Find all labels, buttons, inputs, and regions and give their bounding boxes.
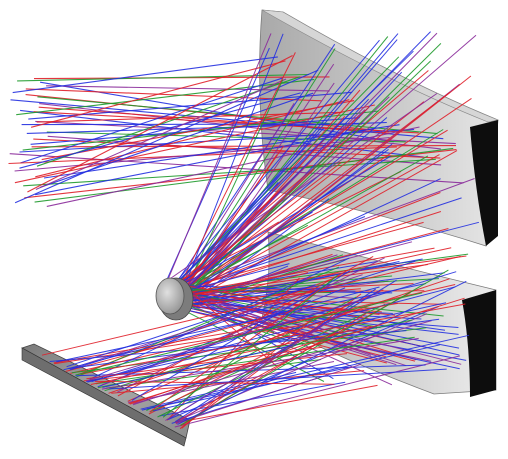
- ray: [65, 307, 303, 372]
- ray: [20, 77, 284, 164]
- ray: [31, 145, 457, 148]
- detector-plate: [21, 343, 191, 447]
- ray: [186, 258, 423, 302]
- ray: [175, 363, 362, 424]
- ray: [14, 104, 375, 184]
- ray: [38, 106, 391, 134]
- ray: [16, 78, 315, 116]
- ray-bundle: [8, 31, 480, 430]
- ray: [19, 92, 301, 169]
- ray: [163, 39, 380, 298]
- ray: [181, 315, 317, 429]
- ray: [165, 310, 347, 421]
- lens-face: [155, 277, 185, 315]
- ray: [83, 353, 348, 382]
- ray: [69, 274, 363, 370]
- ray: [69, 260, 416, 371]
- ray: [90, 325, 372, 385]
- ray: [167, 39, 398, 305]
- ray: [80, 303, 466, 375]
- ray: [75, 292, 423, 376]
- ray: [175, 162, 341, 290]
- ray: [49, 330, 407, 362]
- ray: [181, 285, 356, 292]
- ray: [86, 302, 447, 383]
- ray: [76, 266, 340, 378]
- ray: [89, 257, 350, 380]
- ray: [182, 91, 451, 297]
- ray: [174, 150, 458, 310]
- ray: [180, 292, 462, 365]
- ray: [46, 85, 330, 92]
- ray: [163, 43, 336, 302]
- ray: [23, 158, 436, 187]
- ray: [181, 272, 298, 299]
- ray: [163, 50, 414, 296]
- detector-plate-front: [21, 347, 187, 447]
- ray: [141, 334, 470, 411]
- ray: [185, 285, 385, 323]
- ray: [172, 33, 399, 299]
- ray: [177, 280, 467, 425]
- ray: [182, 48, 336, 290]
- ray: [179, 291, 300, 309]
- ray: [41, 255, 461, 356]
- ray: [17, 73, 310, 82]
- ray: [167, 97, 472, 305]
- ray: [28, 91, 353, 120]
- ray: [46, 126, 420, 207]
- ray: [12, 56, 278, 94]
- ray: [53, 302, 398, 364]
- ray: [172, 32, 438, 302]
- ray: [108, 278, 450, 394]
- ray: [133, 320, 432, 405]
- ray: [162, 33, 272, 293]
- ray: [166, 211, 313, 294]
- ray: [174, 355, 461, 428]
- ray: [179, 148, 389, 301]
- ray: [175, 321, 329, 425]
- ray: [182, 60, 432, 298]
- ray: [129, 331, 344, 405]
- ray: [163, 155, 429, 305]
- ray: [173, 154, 440, 303]
- ray: [27, 55, 293, 193]
- ray: [174, 56, 400, 286]
- lower-mirror-side-edge: [462, 290, 496, 397]
- ray: [165, 36, 389, 312]
- ray: [56, 283, 427, 363]
- ray: [180, 269, 449, 426]
- ray: [14, 69, 319, 204]
- ray: [34, 147, 454, 203]
- ray: [183, 168, 315, 293]
- ray: [117, 255, 374, 397]
- ray: [66, 284, 316, 368]
- ray: [178, 145, 285, 297]
- ray: [95, 336, 415, 385]
- ray: [164, 192, 441, 300]
- ray: [175, 384, 378, 424]
- ray: [109, 368, 447, 390]
- lens: [155, 277, 194, 321]
- ray: [175, 224, 309, 294]
- ray: [162, 274, 338, 418]
- ray: [41, 100, 355, 161]
- ray: [8, 146, 397, 165]
- upper-mirror-side-edge: [470, 120, 498, 246]
- ray: [149, 288, 321, 413]
- ray: [30, 60, 286, 128]
- ray: [146, 367, 349, 410]
- ray: [180, 33, 284, 295]
- ray: [102, 344, 297, 388]
- ray: [101, 337, 419, 390]
- ray: [179, 241, 413, 303]
- ray: [35, 99, 350, 178]
- ray: [87, 286, 456, 383]
- ray: [168, 129, 444, 299]
- ray: [186, 247, 435, 294]
- ray: [186, 263, 290, 292]
